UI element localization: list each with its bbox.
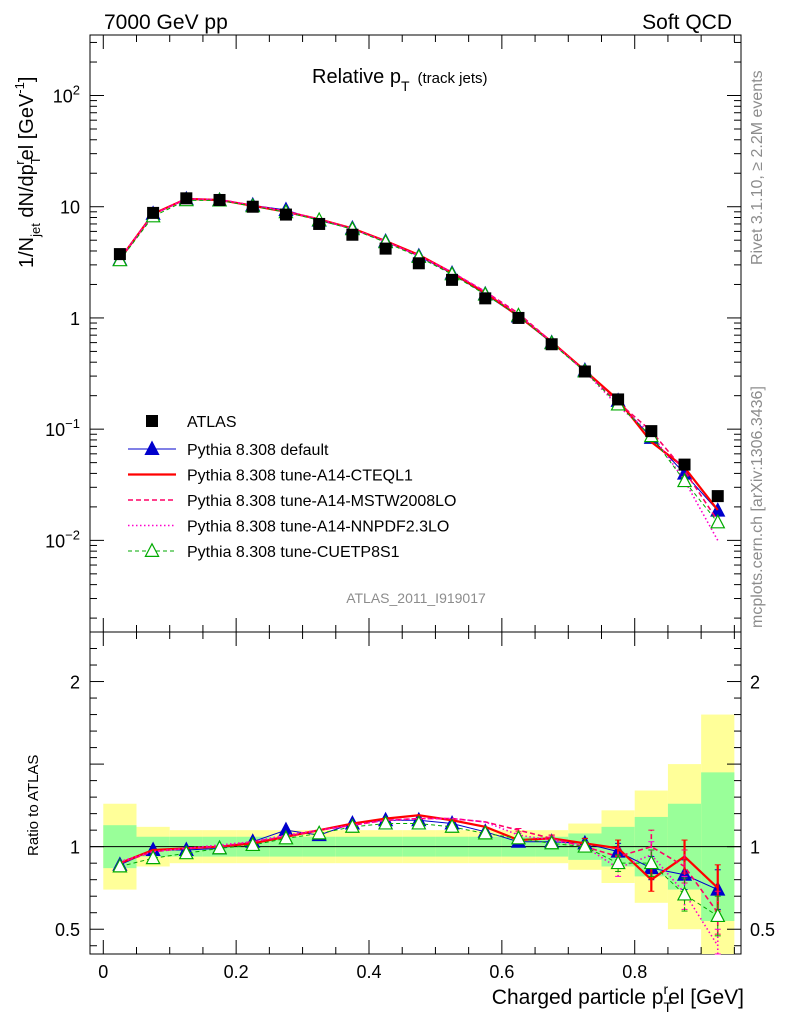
ratio-panel-frame [89, 631, 742, 955]
y-tick-label: 1 [70, 309, 80, 329]
header-left: 7000 GeV pp [104, 11, 228, 34]
legend-marker [144, 440, 160, 455]
axis-ticks: 0 0.2 0.4 0.6 0.8 102 10 1 10−1 10−2 0.5 0.5 1 1 2 2 [45, 35, 775, 982]
atlas-point [545, 338, 558, 351]
y-tick-label: 10 [60, 198, 80, 218]
atlas-point [512, 311, 525, 324]
top-panel-frame [89, 34, 742, 633]
atlas-point [446, 273, 459, 286]
ratio-series-marker [245, 836, 261, 852]
ratio-series-marker [676, 886, 693, 901]
legend-label: Pythia 8.308 tune-A14-CTEQL1 [187, 468, 413, 485]
x-tick-label: 0 [98, 962, 108, 982]
ratio-tick-label-right: 2 [750, 673, 760, 693]
top-series-marker [710, 513, 726, 529]
atlas-point [213, 193, 226, 206]
top-ylabel: 1/Njet dN/dpTrel [GeV-1] [12, 77, 43, 268]
ratio-series-marker [344, 818, 360, 833]
top-series-line [119, 197, 719, 511]
ratio-series-marker [378, 815, 394, 830]
atlas-point [678, 458, 691, 471]
ratio-series-marker [610, 854, 626, 870]
ratio-series-marker [178, 844, 194, 860]
y-tick-label: 102 [53, 83, 80, 107]
ratio-series-marker [311, 824, 327, 840]
rivet-label: Rivet 3.1.10, ≥ 2.2M events [749, 70, 766, 265]
atlas-point [645, 425, 658, 438]
ratio-series-marker [577, 838, 593, 853]
ratio-series-marker [710, 907, 726, 923]
atlas-point [578, 365, 591, 378]
mcplots-label: mcplots.cern.ch [arXiv:1306.3436] [749, 386, 766, 628]
ratio-series-marker [477, 824, 493, 840]
top-series-lines [112, 190, 726, 541]
ratio-tick-label-right: 1 [750, 838, 760, 858]
ratio-series-marker [145, 849, 161, 865]
x-tick-label: 0.4 [356, 962, 381, 982]
atlas-point [412, 257, 425, 270]
ratio-series-marker [643, 854, 659, 870]
atlas-point [147, 206, 160, 219]
header-right: Soft QCD [642, 11, 732, 34]
x-tick-label: 0.6 [489, 962, 514, 982]
ratio-series-marker [411, 815, 427, 830]
atlas-point [113, 248, 126, 261]
legend-label: Pythia 8.308 tune-CUETP8S1 [187, 544, 400, 561]
ratio-tick-label-left: 1 [70, 838, 80, 858]
ratio-ylabel: Ratio to ATLAS [25, 755, 42, 856]
ratio-series-marker [510, 829, 527, 845]
atlas-point [379, 242, 392, 255]
top-series-marker [676, 472, 693, 488]
ratio-tick-label-left: 0.5 [55, 920, 80, 940]
y-tick-label: 10−1 [45, 416, 80, 440]
plot-title: Relative pT (track jets) [312, 66, 488, 94]
ratio-bands [90, 714, 741, 954]
atlas-point [479, 292, 492, 305]
ratio-tick-label-right: 0.5 [750, 920, 775, 940]
atlas-markers [113, 192, 724, 503]
ratio-series-lines [112, 811, 726, 955]
analysis-id: ATLAS_2011_I919017 [346, 590, 486, 606]
atlas-point [246, 200, 259, 213]
atlas-point [279, 208, 292, 221]
ratio-tick-label-left: 2 [70, 673, 80, 693]
atlas-point [711, 490, 724, 503]
atlas-point [346, 228, 359, 241]
x-tick-label: 0.8 [622, 962, 647, 982]
ratio-series-marker [211, 839, 228, 855]
x-tick-label: 0.2 [224, 962, 249, 982]
xlabel: Charged particle pTrel [GeV] [492, 981, 744, 1015]
atlas-point [180, 192, 193, 205]
ratio-series-marker [544, 834, 560, 850]
atlas-point [313, 217, 326, 230]
legend-marker [144, 542, 160, 558]
ratio-series-marker [278, 829, 294, 845]
top-series-line [119, 198, 719, 511]
ratio-series-marker [444, 818, 460, 833]
legend: ATLAS Pythia 8.308 default Pythia 8.308 tu… [128, 414, 456, 561]
ratio-series-marker [112, 857, 128, 873]
legend-label: Pythia 8.308 tune-A14-NNPDF2.3LO [187, 519, 449, 536]
legend-atlas-marker [146, 415, 158, 427]
y-tick-label: 10−2 [45, 527, 80, 551]
legend-label: Pythia 8.308 default [187, 442, 329, 459]
legend-label-atlas: ATLAS [187, 414, 237, 431]
legend-label: Pythia 8.308 tune-A14-MSTW2008LO [187, 493, 456, 510]
atlas-point [612, 393, 625, 406]
